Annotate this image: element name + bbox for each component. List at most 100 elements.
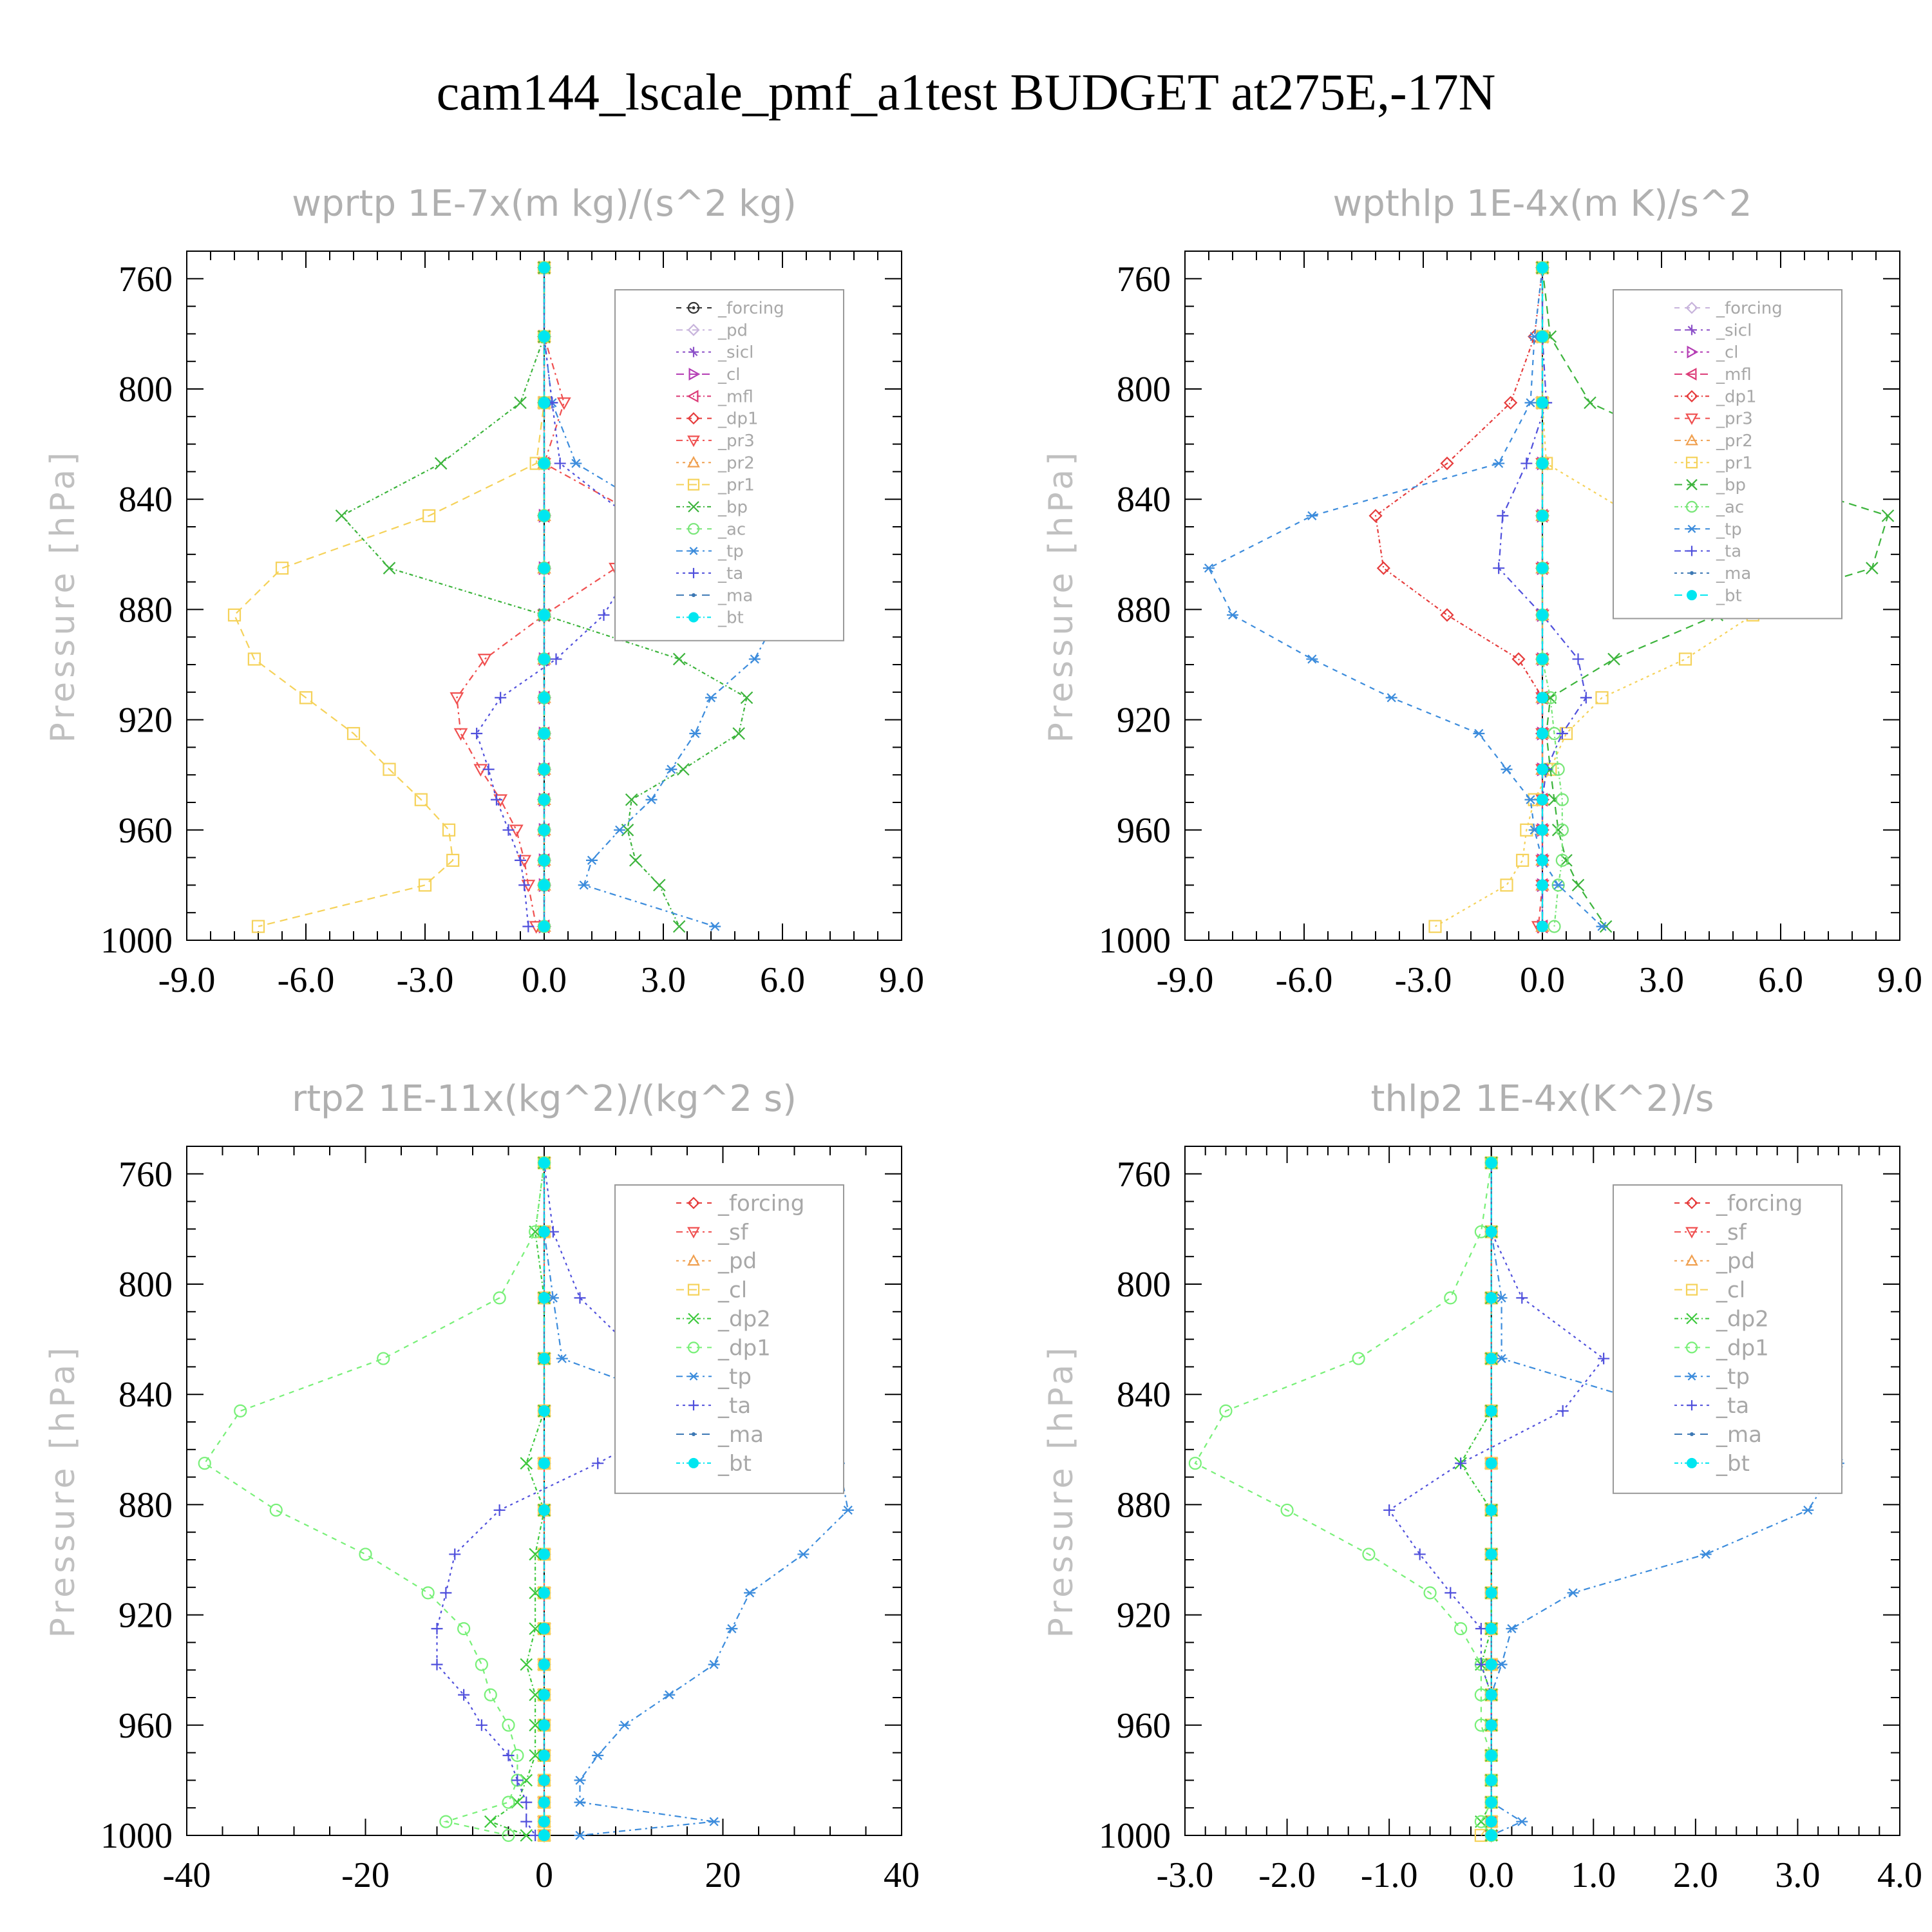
y-tick-label: 1000 bbox=[1099, 921, 1171, 961]
legend-entry: _dp1 bbox=[717, 1335, 771, 1361]
x-tick-label: 0.0 bbox=[522, 960, 567, 1000]
data-point bbox=[1537, 824, 1548, 836]
y-tick-label: 800 bbox=[118, 370, 173, 410]
series-tp bbox=[1203, 263, 1608, 931]
data-point bbox=[457, 1622, 471, 1636]
legend-entry: _dp1 bbox=[717, 410, 759, 429]
panel-title: thlp2 1E-4x(K^2)/s bbox=[1371, 1078, 1714, 1120]
data-point bbox=[247, 652, 261, 666]
data-point bbox=[269, 1503, 283, 1517]
data-point bbox=[502, 1749, 515, 1761]
x-tick-label: 3.0 bbox=[641, 960, 686, 1000]
legend-entry: _sf bbox=[717, 1220, 749, 1245]
legend-marker bbox=[688, 547, 699, 555]
data-point bbox=[484, 1815, 497, 1828]
legend-marker bbox=[1686, 478, 1698, 491]
data-point bbox=[1584, 396, 1596, 410]
legend-marker bbox=[688, 346, 699, 357]
data-point bbox=[663, 1690, 676, 1700]
legend-entry: _pd bbox=[717, 321, 748, 340]
x-tick-label: 6.0 bbox=[1758, 960, 1803, 1000]
legend: _forcing _pd _sicl _cl _mfl _dp1 _pr3_pr2 _pr1 _… bbox=[614, 289, 844, 641]
legend-entry: _ma bbox=[717, 1422, 764, 1448]
series-line bbox=[204, 1162, 545, 1837]
legend-marker bbox=[692, 1432, 696, 1437]
chart-panel-4: thlp2 1E-4x(K^2)/s Pressure [hPa] 760 800 84… bbox=[1042, 1078, 1922, 1895]
legend-box bbox=[614, 1184, 844, 1494]
data-point bbox=[1485, 1815, 1497, 1828]
data-point bbox=[346, 726, 361, 741]
legend-marker bbox=[687, 1341, 700, 1354]
data-point bbox=[732, 727, 745, 740]
panel-title: wpthlp 1E-4x(m K)/s^2 bbox=[1332, 183, 1752, 225]
data-point bbox=[383, 762, 396, 776]
legend-marker bbox=[1685, 301, 1698, 314]
data-point bbox=[1580, 692, 1592, 704]
data-point bbox=[672, 652, 686, 666]
data-point bbox=[520, 1815, 533, 1828]
data-point bbox=[529, 1719, 542, 1732]
data-point bbox=[458, 1689, 470, 1701]
data-point bbox=[227, 608, 242, 622]
legend-entry: _dp1 bbox=[1716, 387, 1757, 406]
legend-marker bbox=[687, 1283, 700, 1296]
legend-marker bbox=[1685, 1283, 1698, 1296]
data-point bbox=[1537, 330, 1548, 343]
x-tick-label: -3.0 bbox=[1157, 1855, 1214, 1895]
data-point bbox=[1362, 1548, 1376, 1561]
data-point bbox=[1700, 1549, 1712, 1559]
y-tick-label: 880 bbox=[1117, 590, 1171, 630]
legend-marker bbox=[1685, 1254, 1698, 1266]
series-line bbox=[340, 267, 748, 927]
legend-marker bbox=[687, 323, 700, 336]
data-point bbox=[538, 1157, 550, 1169]
legend-marker bbox=[1686, 1312, 1698, 1325]
y-tick-label: 1000 bbox=[100, 1816, 173, 1856]
legend-entry: _ta bbox=[1716, 1393, 1749, 1419]
x-tick-label: 0.0 bbox=[1520, 960, 1565, 1000]
x-tick-label: 9.0 bbox=[1877, 960, 1922, 1000]
data-point bbox=[1537, 509, 1548, 522]
data-point bbox=[538, 1815, 550, 1828]
data-point bbox=[1555, 823, 1569, 837]
data-point bbox=[431, 1658, 443, 1671]
x-tick-label: 0.0 bbox=[1469, 1855, 1514, 1895]
data-point bbox=[629, 854, 642, 867]
y-tick-label: 760 bbox=[1117, 1155, 1171, 1195]
data-point bbox=[1219, 1404, 1233, 1417]
panel-title: rtp2 1E-11x(kg^2)/(kg^2 s) bbox=[292, 1078, 797, 1120]
legend-marker bbox=[1687, 325, 1697, 336]
data-point bbox=[275, 562, 289, 575]
data-point bbox=[1455, 1457, 1467, 1470]
x-tick-label: 0 bbox=[535, 1855, 553, 1895]
data-point bbox=[705, 693, 717, 703]
legend-marker bbox=[688, 1312, 699, 1325]
data-point bbox=[538, 1405, 550, 1417]
x-tick-label: 4.0 bbox=[1877, 1855, 1922, 1895]
legend-marker bbox=[688, 1457, 699, 1468]
data-point bbox=[383, 562, 396, 574]
data-point bbox=[1571, 878, 1585, 892]
data-point bbox=[1352, 1352, 1365, 1365]
data-point bbox=[842, 1505, 854, 1515]
legend-marker bbox=[1685, 368, 1697, 381]
data-point bbox=[1485, 1749, 1497, 1761]
x-tick-label: 2.0 bbox=[1673, 1855, 1718, 1895]
data-point bbox=[708, 1817, 720, 1826]
figure-title: cam144_lscale_pmf_a1test BUDGET at275E,-… bbox=[437, 64, 1496, 121]
legend: _forcing _sf _pd _cl _dp2 _dp1 _tp _ta _ma _bt bbox=[614, 1184, 844, 1494]
data-point bbox=[538, 562, 550, 574]
data-point bbox=[570, 459, 582, 468]
data-point bbox=[502, 1795, 515, 1809]
data-point bbox=[520, 1796, 533, 1808]
data-point bbox=[538, 457, 550, 469]
legend-entry: _bt bbox=[717, 1451, 752, 1477]
x-tick-label: 3.0 bbox=[1775, 1855, 1820, 1895]
x-tick-label: 3.0 bbox=[1639, 960, 1684, 1000]
series-bt bbox=[1485, 1157, 1497, 1841]
data-point bbox=[1537, 793, 1548, 806]
legend-entry: _pr3 bbox=[717, 431, 755, 451]
legend: _forcing _sicl _cl _mfl _dp1 _pr3 _pr2_pr1 _bp _… bbox=[1613, 289, 1842, 620]
data-point bbox=[677, 762, 690, 776]
data-point bbox=[538, 1623, 550, 1634]
